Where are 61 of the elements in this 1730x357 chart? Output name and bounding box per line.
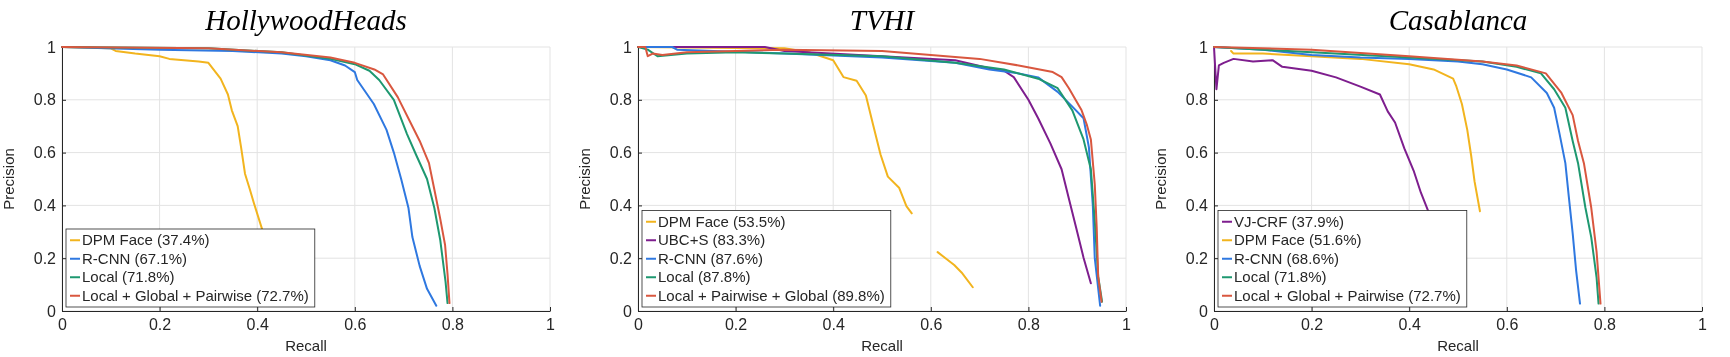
legend-label: Local + Global + Pairwise (72.7%) bbox=[82, 286, 309, 304]
legend-label: DPM Face (53.5%) bbox=[658, 212, 786, 230]
y-tick-label: 0 bbox=[623, 302, 633, 320]
y-tick-label: 0.8 bbox=[1185, 91, 1209, 109]
x-tick-label: 0.8 bbox=[1593, 316, 1617, 334]
y-tick-label: 1 bbox=[623, 38, 633, 56]
line-series bbox=[1230, 49, 1481, 213]
line-series bbox=[1213, 46, 1430, 213]
chart-title: HollywoodHeads bbox=[204, 4, 407, 36]
y-tick-label: 0.2 bbox=[1185, 249, 1209, 267]
x-tick-label: 0.8 bbox=[441, 316, 465, 334]
y-tick-label: 0.8 bbox=[33, 91, 57, 109]
legend-label: DPM Face (37.4%) bbox=[82, 231, 210, 249]
y-tick-label: 0.6 bbox=[609, 144, 633, 162]
x-tick-label: 0.6 bbox=[920, 316, 943, 334]
legend-label: DPM Face (51.6%) bbox=[1234, 231, 1362, 249]
chart-title: TVHI bbox=[849, 4, 916, 36]
x-tick-label: 0 bbox=[1210, 316, 1220, 334]
legend-label: R-CNN (87.6%) bbox=[658, 249, 764, 267]
x-axis-title: Recall bbox=[285, 337, 327, 354]
x-tick-label: 0.2 bbox=[148, 316, 172, 334]
legend-label: R-CNN (68.6%) bbox=[1234, 249, 1340, 267]
x-axis-title: Recall bbox=[861, 337, 903, 354]
y-tick-label: 0.4 bbox=[609, 197, 633, 215]
y-tick-label: 0 bbox=[1199, 302, 1209, 320]
x-tick-label: 0.2 bbox=[1300, 316, 1324, 334]
legend-label: UBC+S (83.3%) bbox=[658, 231, 766, 249]
x-tick-label: 0.4 bbox=[246, 316, 269, 334]
x-tick-label: 0.6 bbox=[344, 316, 367, 334]
x-tick-label: 1 bbox=[546, 316, 556, 334]
x-tick-label: 1 bbox=[1122, 316, 1132, 334]
y-tick-label: 1 bbox=[1199, 38, 1209, 56]
x-tick-label: 0 bbox=[634, 316, 644, 334]
x-tick-label: 0.4 bbox=[1398, 316, 1421, 334]
y-tick-label: 0.2 bbox=[33, 249, 57, 267]
x-tick-label: 0.4 bbox=[822, 316, 845, 334]
x-tick-label: 0.8 bbox=[1017, 316, 1041, 334]
y-tick-label: 1 bbox=[47, 38, 57, 56]
y-tick-label: 0.6 bbox=[33, 144, 57, 162]
y-axis-title: Precision bbox=[0, 148, 17, 210]
y-tick-label: 0.4 bbox=[1185, 197, 1209, 215]
legend-label: R-CNN (67.1%) bbox=[82, 249, 188, 267]
y-tick-label: 0.6 bbox=[1185, 144, 1209, 162]
y-tick-label: 0 bbox=[47, 302, 57, 320]
y-tick-label: 0.4 bbox=[33, 197, 57, 215]
x-tick-label: 1 bbox=[1698, 316, 1708, 334]
legend-label: Local (71.8%) bbox=[82, 268, 175, 286]
y-tick-label: 0.8 bbox=[609, 91, 633, 109]
legend-label: Local + Pairwise + Global (89.8%) bbox=[658, 286, 885, 304]
legend-label: Local (87.8%) bbox=[658, 268, 751, 286]
chart-title: Casablanca bbox=[1388, 4, 1528, 36]
y-tick-label: 0.2 bbox=[609, 249, 633, 267]
y-axis-title: Precision bbox=[1152, 148, 1169, 210]
x-axis-title: Recall bbox=[1437, 337, 1479, 354]
x-tick-label: 0.2 bbox=[724, 316, 748, 334]
x-tick-label: 0 bbox=[58, 316, 68, 334]
legend-label: Local (71.8%) bbox=[1234, 268, 1327, 286]
legend-label: VJ-CRF (37.9%) bbox=[1234, 212, 1345, 230]
legend-label: Local + Global + Pairwise (72.7%) bbox=[1234, 286, 1461, 304]
x-tick-label: 0.6 bbox=[1496, 316, 1519, 334]
y-axis-title: Precision bbox=[576, 148, 593, 210]
